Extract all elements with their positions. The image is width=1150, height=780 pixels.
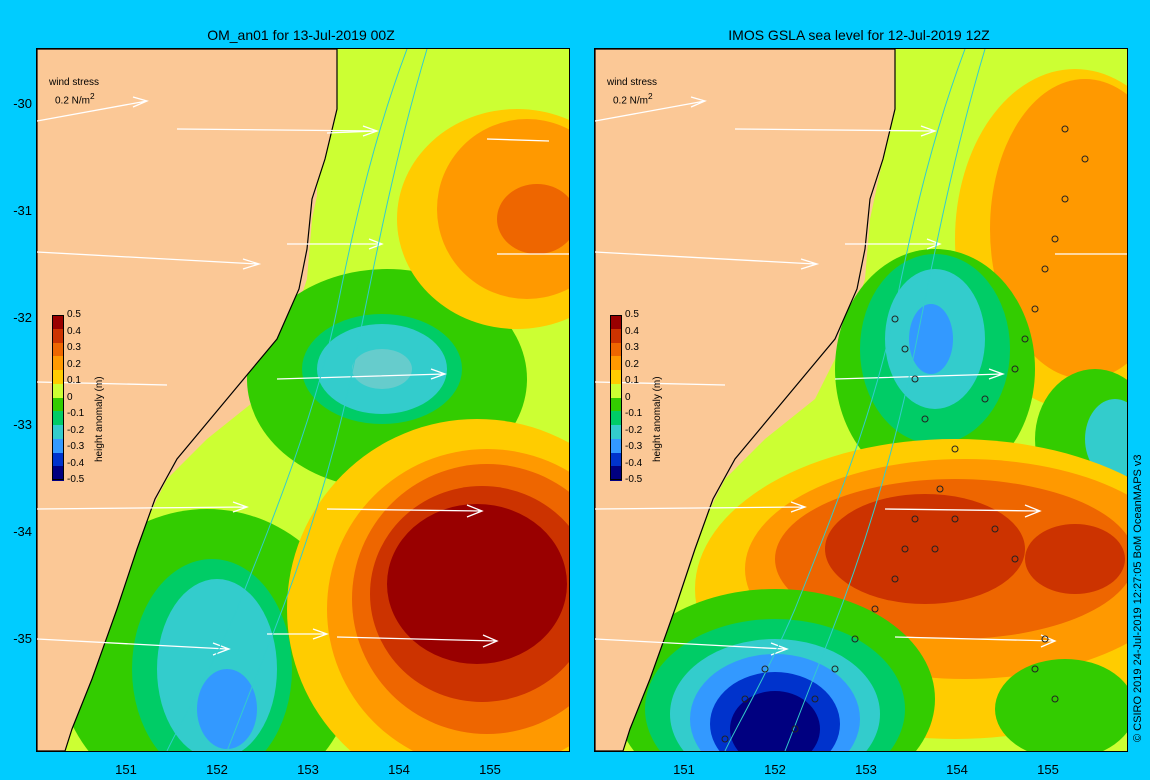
colorbar-swatch: [52, 370, 64, 385]
lon-tick-label: 154: [388, 762, 410, 777]
lat-tick-label: -35: [13, 631, 32, 646]
colorbar-tick-label: 0.1: [625, 375, 639, 386]
map-panel-altimetry[interactable]: wind stress 0.2 N/m2: [594, 48, 1128, 752]
colorbar-swatch: [52, 342, 64, 357]
colorbar-tick-label: 0: [67, 391, 73, 403]
colorbar-tick-label: 0.2: [625, 358, 639, 370]
sea-level-field-model: [37, 49, 569, 751]
colorbar-tick-label: -0.3: [625, 441, 643, 452]
credit-text: © CSIRO 2019 24-Jul-2019 12:27:05 BoM Oc…: [1132, 454, 1144, 742]
colorbar-swatch: [52, 315, 64, 330]
title-right: IMOS GSLA sea level for 12-Jul-2019 12Z: [728, 27, 990, 43]
colorbar-swatch: [52, 356, 64, 371]
colorbar-swatch: [52, 466, 64, 481]
lat-tick-label: -32: [13, 310, 32, 325]
lon-tick-label: 155: [1037, 762, 1059, 777]
colorbar-swatch: [610, 356, 622, 371]
colorbar-swatch: [610, 425, 622, 440]
colorbar-tick-label: -0.2: [625, 424, 643, 436]
colorbar-swatch: [610, 342, 622, 357]
colorbar-tick-label: -0.4: [625, 457, 643, 469]
colorbar-tick-label: 0: [625, 391, 631, 403]
colorbar-swatch: [52, 425, 64, 440]
lon-tick-label: 152: [206, 762, 228, 777]
colorbar-tick-label: -0.1: [67, 408, 85, 419]
lat-tick-label: -30: [13, 96, 32, 111]
colorbar-swatch: [52, 452, 64, 467]
colorbar-tick-label: 0.4: [67, 325, 81, 337]
colorbar-swatch: [52, 397, 64, 412]
wind-legend-label: wind stress: [49, 77, 100, 88]
sea-level-field-altimetry: [595, 49, 1127, 751]
colorbar-swatch: [52, 438, 64, 453]
colorbar-tick-label: 0.5: [67, 309, 81, 320]
colorbar-tick-label: 0.3: [625, 342, 639, 353]
wind-legend-value: 0.2 N/m2: [55, 91, 95, 107]
colorbar-right: 0.5 0.4 0.3 0.2 0.1 0 -0.1 -0.2 -0.3 -0.4 -0.5 heig…: [610, 309, 680, 485]
colorbar-swatch: [52, 383, 64, 398]
colorbar-swatch: [610, 411, 622, 426]
lon-tick-label: 152: [764, 762, 786, 777]
lon-tick-label: 154: [946, 762, 968, 777]
colorbar-swatch: [610, 383, 622, 398]
colorbar-label: height anomaly (m): [94, 376, 105, 462]
map-panel-model[interactable]: wind stress 0.2 N/m2: [36, 48, 570, 752]
lon-tick-label: 155: [479, 762, 501, 777]
colorbar-swatch: [610, 328, 622, 343]
colorbar-swatch: [610, 370, 622, 385]
wind-legend-label: wind stress: [607, 77, 658, 88]
colorbar-swatch: [610, 397, 622, 412]
colorbar-swatch: [52, 328, 64, 343]
colorbar-frame: [610, 315, 622, 480]
colorbar-tick-label: -0.5: [625, 474, 643, 485]
colorbar-label: height anomaly (m): [652, 376, 663, 462]
colorbar-tick-label: -0.3: [67, 441, 85, 452]
colorbar-tick-label: -0.2: [67, 424, 85, 436]
wind-legend-value: 0.2 N/m2: [613, 91, 653, 107]
title-left: OM_an01 for 13-Jul-2019 00Z: [207, 27, 395, 43]
colorbar-swatch: [610, 315, 622, 330]
colorbar-frame: [52, 315, 64, 480]
colorbar-swatch: [610, 466, 622, 481]
colorbar-tick-label: 0.3: [67, 342, 81, 353]
colorbar-swatch: [610, 452, 622, 467]
lat-tick-label: -33: [13, 417, 32, 432]
colorbar-tick-label: 0.5: [625, 309, 639, 320]
lon-tick-label: 151: [673, 762, 695, 777]
observation-markers: [721, 125, 1089, 743]
colorbar-tick-label: 0.4: [625, 325, 639, 337]
colorbar-swatch: [52, 411, 64, 426]
colorbar-left: 0.5 0.4 0.3 0.2 0.1 0 -0.1 -0.2 -0.3 -0.4 -0.5 heig…: [52, 309, 122, 485]
colorbar-tick-label: -0.4: [67, 457, 85, 469]
lon-tick-label: 151: [115, 762, 137, 777]
colorbar-tick-label: -0.1: [625, 408, 643, 419]
lon-tick-label: 153: [297, 762, 319, 777]
colorbar-swatch: [610, 438, 622, 453]
colorbar-tick-label: 0.2: [67, 358, 81, 370]
colorbar-tick-label: 0.1: [67, 375, 81, 386]
lon-tick-label: 153: [855, 762, 877, 777]
lat-tick-label: -31: [13, 203, 32, 218]
colorbar-tick-label: -0.5: [67, 474, 85, 485]
lat-tick-label: -34: [13, 524, 32, 539]
